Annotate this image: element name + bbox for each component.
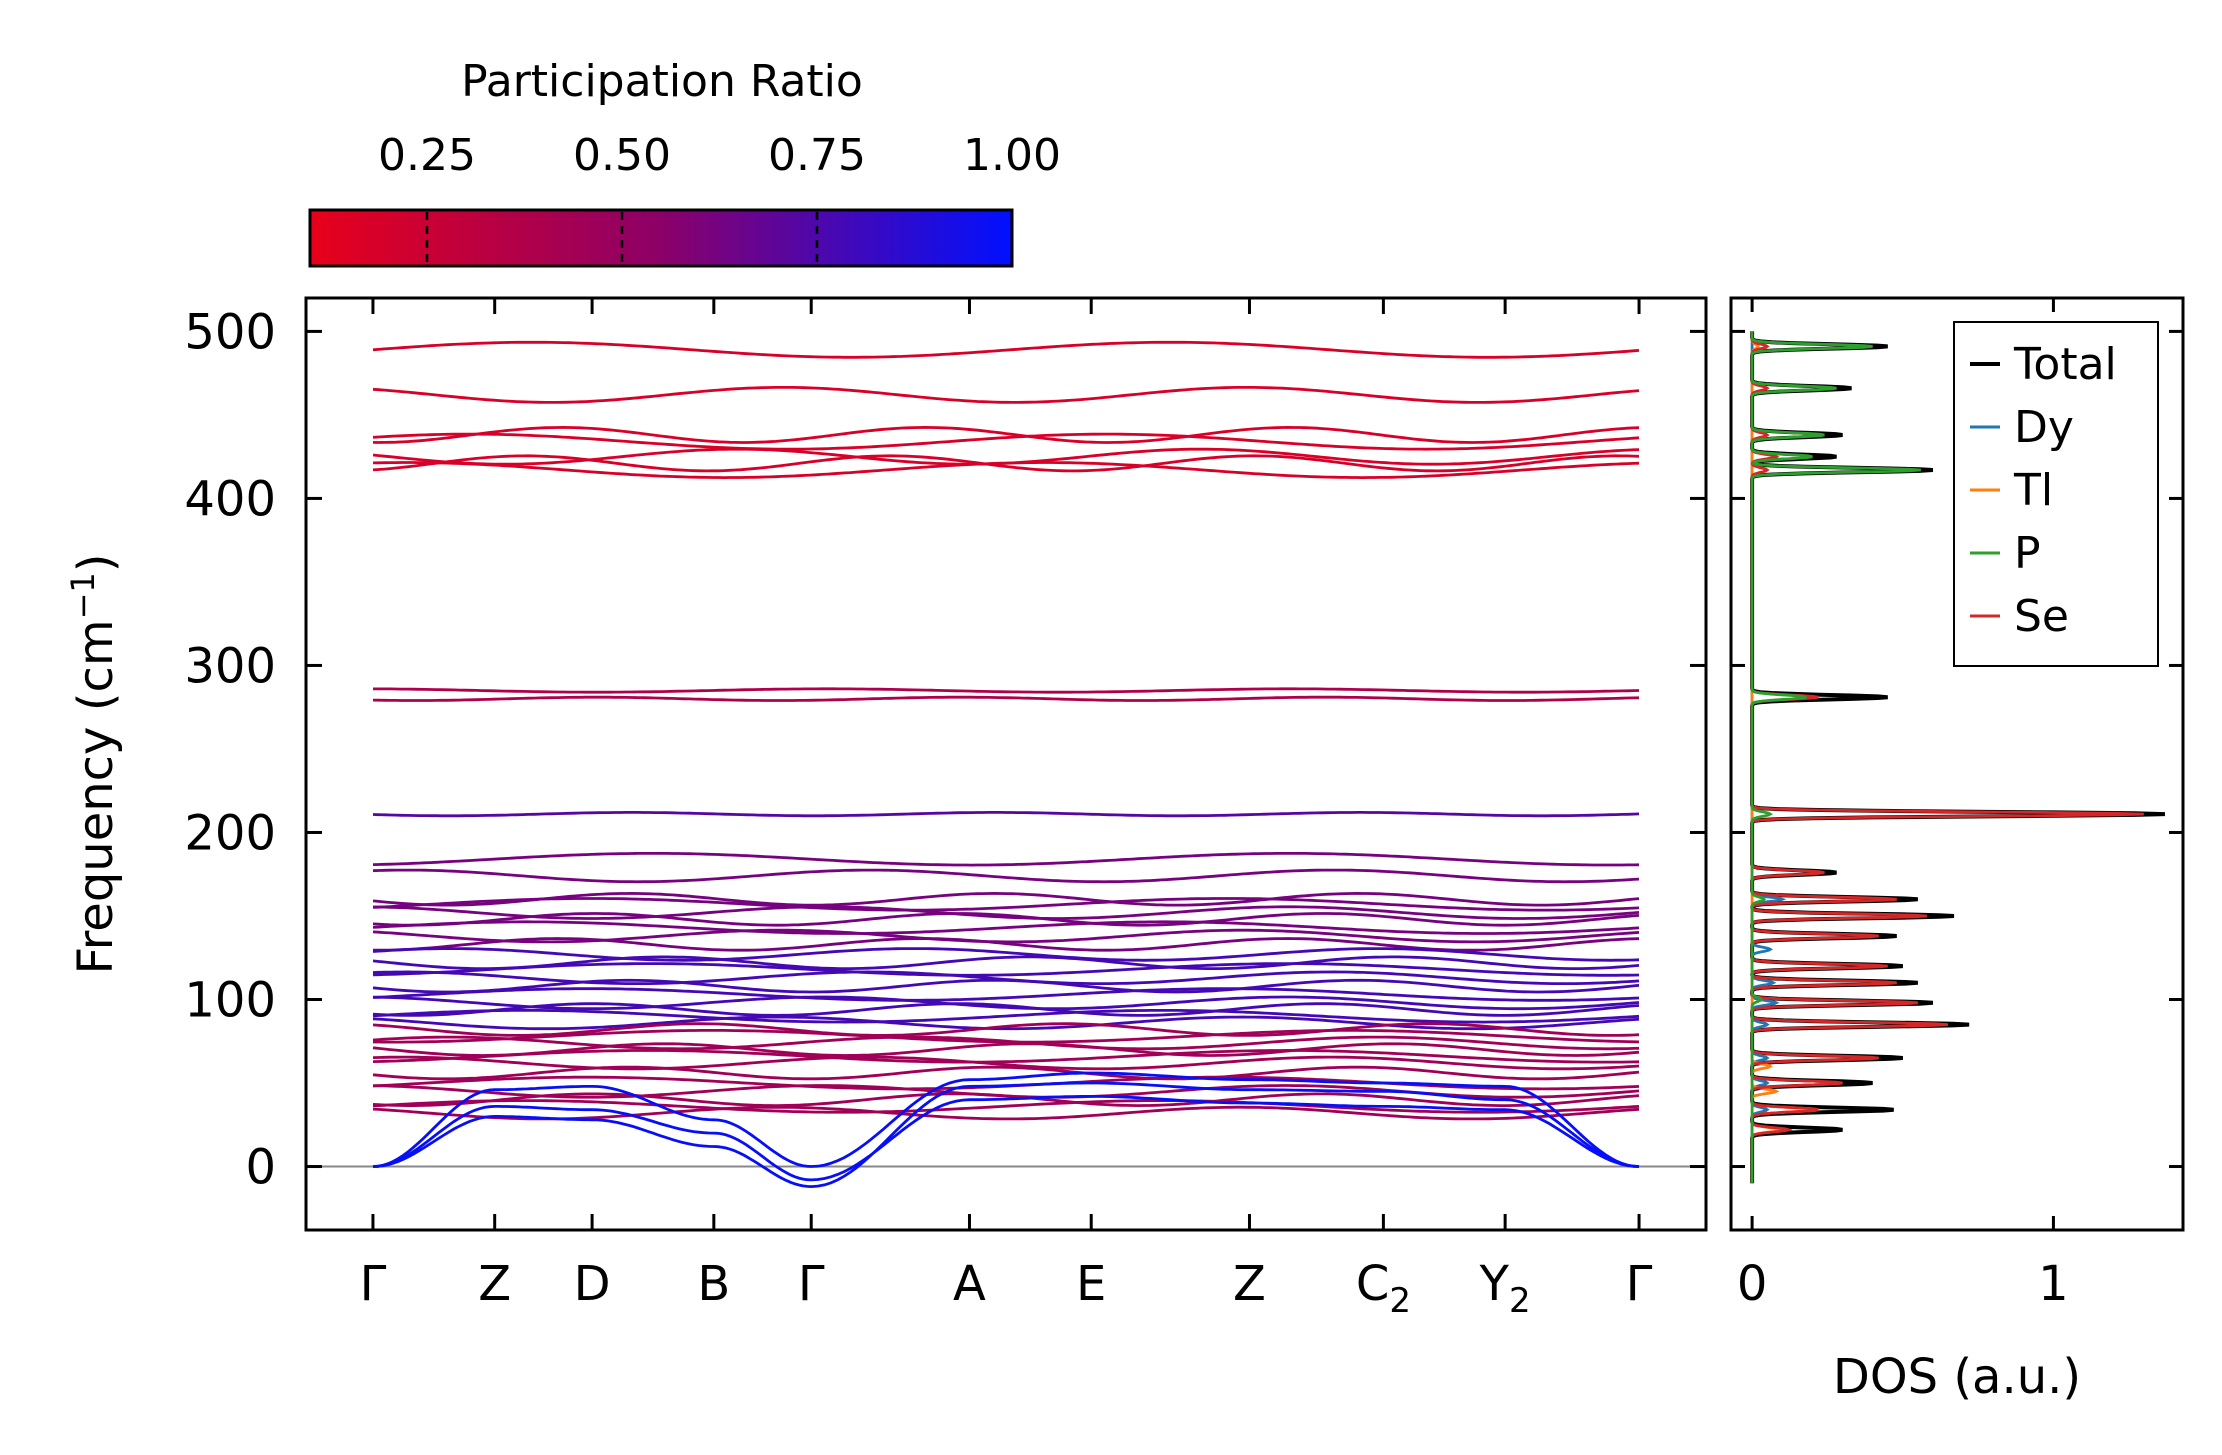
band-line bbox=[372, 891, 1640, 907]
colorbar-tick-label: 1.00 bbox=[963, 130, 1061, 181]
band-line bbox=[372, 928, 1640, 944]
band-line bbox=[372, 386, 1640, 404]
kpoint-label: E bbox=[1076, 1256, 1106, 1312]
band-line bbox=[372, 811, 1640, 818]
acoustic-band-line bbox=[372, 1095, 1640, 1182]
band-line bbox=[372, 1105, 1640, 1121]
y-axis-title: Frequency (cm−1) bbox=[64, 553, 124, 974]
band-line bbox=[372, 1042, 1640, 1057]
band-line bbox=[372, 852, 1640, 867]
legend-label: Tl bbox=[2013, 465, 2053, 516]
acoustic-band-line bbox=[372, 1081, 1640, 1189]
band-line bbox=[372, 987, 1640, 1002]
band-plot-frame bbox=[304, 296, 1708, 1232]
colorbar: Participation Ratio 0.25 0.50 0.75 1.00 bbox=[308, 56, 1061, 268]
legend-frame bbox=[1953, 321, 2159, 667]
colorbar-tick-label: 0.75 bbox=[768, 130, 866, 181]
legend-label: P bbox=[2014, 528, 2041, 579]
dos-x-tick-label: 0 bbox=[1737, 1256, 1768, 1312]
band-line bbox=[373, 687, 1640, 694]
colorbar-tick-label: 0.25 bbox=[378, 130, 476, 181]
colorbar-ticks: 0.25 0.50 0.75 1.00 bbox=[378, 130, 1061, 264]
band-line bbox=[372, 340, 1640, 359]
colorbar-gradient bbox=[308, 208, 1014, 268]
band-structure-panel: 0 100 200 300 400 500 Γ Z D B Γ A E Z C2 Y2 Γ Frequency… bbox=[64, 296, 1708, 1321]
band-line bbox=[372, 905, 1640, 920]
kpoint-label: Γ bbox=[360, 1256, 387, 1312]
band-line bbox=[372, 995, 1640, 1011]
kpoint-label: D bbox=[574, 1256, 611, 1312]
legend-label: Se bbox=[2014, 591, 2069, 642]
kpoint-label: Γ bbox=[1626, 1256, 1653, 1312]
band-line bbox=[372, 454, 1640, 473]
band-line bbox=[372, 695, 1640, 702]
band-x-ticks: Γ Z D B Γ A E Z C2 Y2 Γ bbox=[360, 298, 1653, 1321]
dos-legend: Total Dy Tl P Se bbox=[1953, 321, 2159, 667]
legend-label: Total bbox=[2013, 339, 2117, 390]
kpoint-label: C2 bbox=[1356, 1256, 1411, 1321]
band-line bbox=[372, 897, 1640, 912]
band-line bbox=[372, 920, 1640, 935]
band-line bbox=[372, 425, 1640, 444]
kpoint-label: B bbox=[697, 1256, 730, 1312]
band-line bbox=[372, 978, 1640, 994]
y-tick-label: 200 bbox=[184, 805, 276, 861]
band-line bbox=[372, 955, 1640, 970]
kpoint-label: Z bbox=[1233, 1256, 1266, 1312]
band-line bbox=[372, 1022, 1640, 1037]
kpoint-label: Γ bbox=[798, 1256, 825, 1312]
dos-plot-frame bbox=[1729, 296, 2185, 1232]
kpoint-label: Z bbox=[478, 1256, 511, 1312]
colorbar-tick-label: 0.50 bbox=[573, 130, 671, 181]
dos-line-p bbox=[1750, 331, 1921, 1184]
band-y-ticks: 0 100 200 300 400 500 bbox=[184, 304, 1706, 1196]
band-line bbox=[372, 1009, 1640, 1024]
band-line bbox=[372, 1092, 1640, 1108]
band-line bbox=[372, 1002, 1640, 1017]
band-line bbox=[372, 868, 1640, 884]
band-line bbox=[372, 1065, 1640, 1081]
band-line bbox=[372, 947, 1640, 962]
y-tick-label: 500 bbox=[184, 304, 276, 360]
dos-x-axis-title: DOS (a.u.) bbox=[1833, 1349, 2081, 1405]
kpoint-label: Y2 bbox=[1479, 1256, 1531, 1321]
dos-lines bbox=[1750, 331, 2165, 1184]
kpoint-label: A bbox=[953, 1256, 986, 1312]
band-line bbox=[372, 432, 1640, 451]
acoustic-band-line bbox=[372, 1071, 1640, 1168]
y-tick-label: 300 bbox=[184, 638, 276, 694]
band-line bbox=[372, 1015, 1640, 1031]
y-tick-label: 0 bbox=[245, 1140, 276, 1196]
colorbar-title: Participation Ratio bbox=[461, 56, 863, 107]
band-line bbox=[372, 461, 1640, 480]
band-line bbox=[372, 1035, 1640, 1051]
dos-y-ticks bbox=[1731, 329, 2183, 1169]
band-line bbox=[372, 962, 1640, 977]
y-tick-label: 100 bbox=[184, 973, 276, 1029]
band-line bbox=[372, 1099, 1640, 1114]
y-tick-label: 400 bbox=[184, 471, 276, 527]
dos-x-tick-label: 1 bbox=[2038, 1256, 2069, 1312]
band-line bbox=[372, 1048, 1640, 1064]
band-lines bbox=[372, 340, 1640, 1189]
legend-label: Dy bbox=[2014, 402, 2074, 453]
band-line bbox=[372, 912, 1640, 927]
